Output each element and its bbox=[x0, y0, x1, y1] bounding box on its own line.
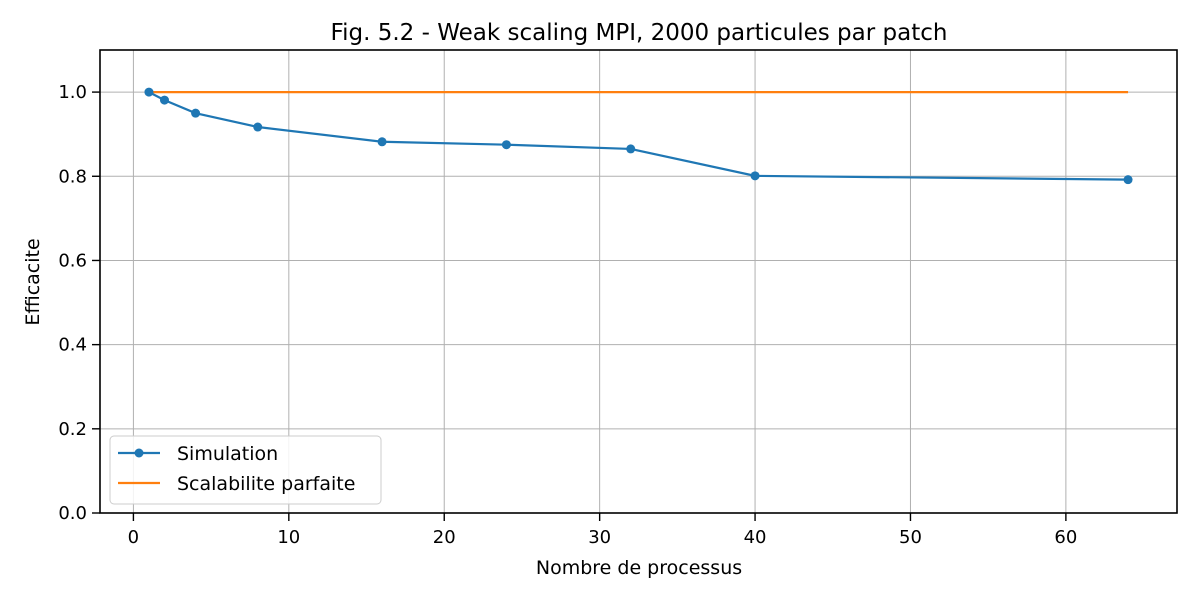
legend-label-simulation: Simulation bbox=[177, 443, 278, 465]
legend-box bbox=[109, 435, 382, 505]
data-point bbox=[501, 140, 511, 150]
y-tick-label: 0.4 bbox=[58, 335, 87, 356]
y-axis-label: Efficacite bbox=[22, 238, 44, 325]
y-axis: 0.0 0.2 0.4 0.6 0.8 1.0 bbox=[58, 82, 100, 524]
data-point bbox=[377, 137, 387, 147]
y-tick-label: 0.2 bbox=[58, 419, 87, 440]
y-tick-label: 0.0 bbox=[58, 503, 87, 524]
chart-title: Fig. 5.2 - Weak scaling MPI, 2000 partic… bbox=[331, 20, 948, 46]
legend: Simulation Scalabilite parfaite bbox=[109, 435, 382, 505]
y-tick-label: 0.8 bbox=[58, 166, 87, 187]
x-axis: 0 10 20 30 40 50 60 bbox=[128, 513, 1077, 548]
y-tick-label: 0.6 bbox=[58, 250, 87, 271]
x-axis-label: Nombre de processus bbox=[536, 557, 742, 579]
x-tick-label: 20 bbox=[433, 527, 456, 548]
data-point bbox=[750, 171, 760, 181]
series-layer bbox=[144, 87, 1133, 185]
x-tick-label: 0 bbox=[128, 527, 139, 548]
x-tick-label: 30 bbox=[588, 527, 611, 548]
plot-frame bbox=[99, 49, 1178, 514]
legend-label-perfect: Scalabilite parfaite bbox=[177, 473, 355, 495]
data-point bbox=[1123, 175, 1133, 185]
data-point bbox=[626, 144, 636, 154]
x-tick-label: 60 bbox=[1054, 527, 1077, 548]
series-line-simulation bbox=[148, 91, 1129, 181]
x-tick-label: 10 bbox=[277, 527, 300, 548]
x-tick-label: 40 bbox=[744, 527, 767, 548]
data-point bbox=[144, 87, 154, 97]
y-tick-label: 1.0 bbox=[58, 82, 87, 103]
legend-marker-simulation bbox=[134, 448, 144, 458]
data-point bbox=[191, 108, 201, 118]
data-point bbox=[253, 122, 263, 132]
data-point bbox=[159, 95, 169, 105]
x-tick-label: 50 bbox=[899, 527, 922, 548]
